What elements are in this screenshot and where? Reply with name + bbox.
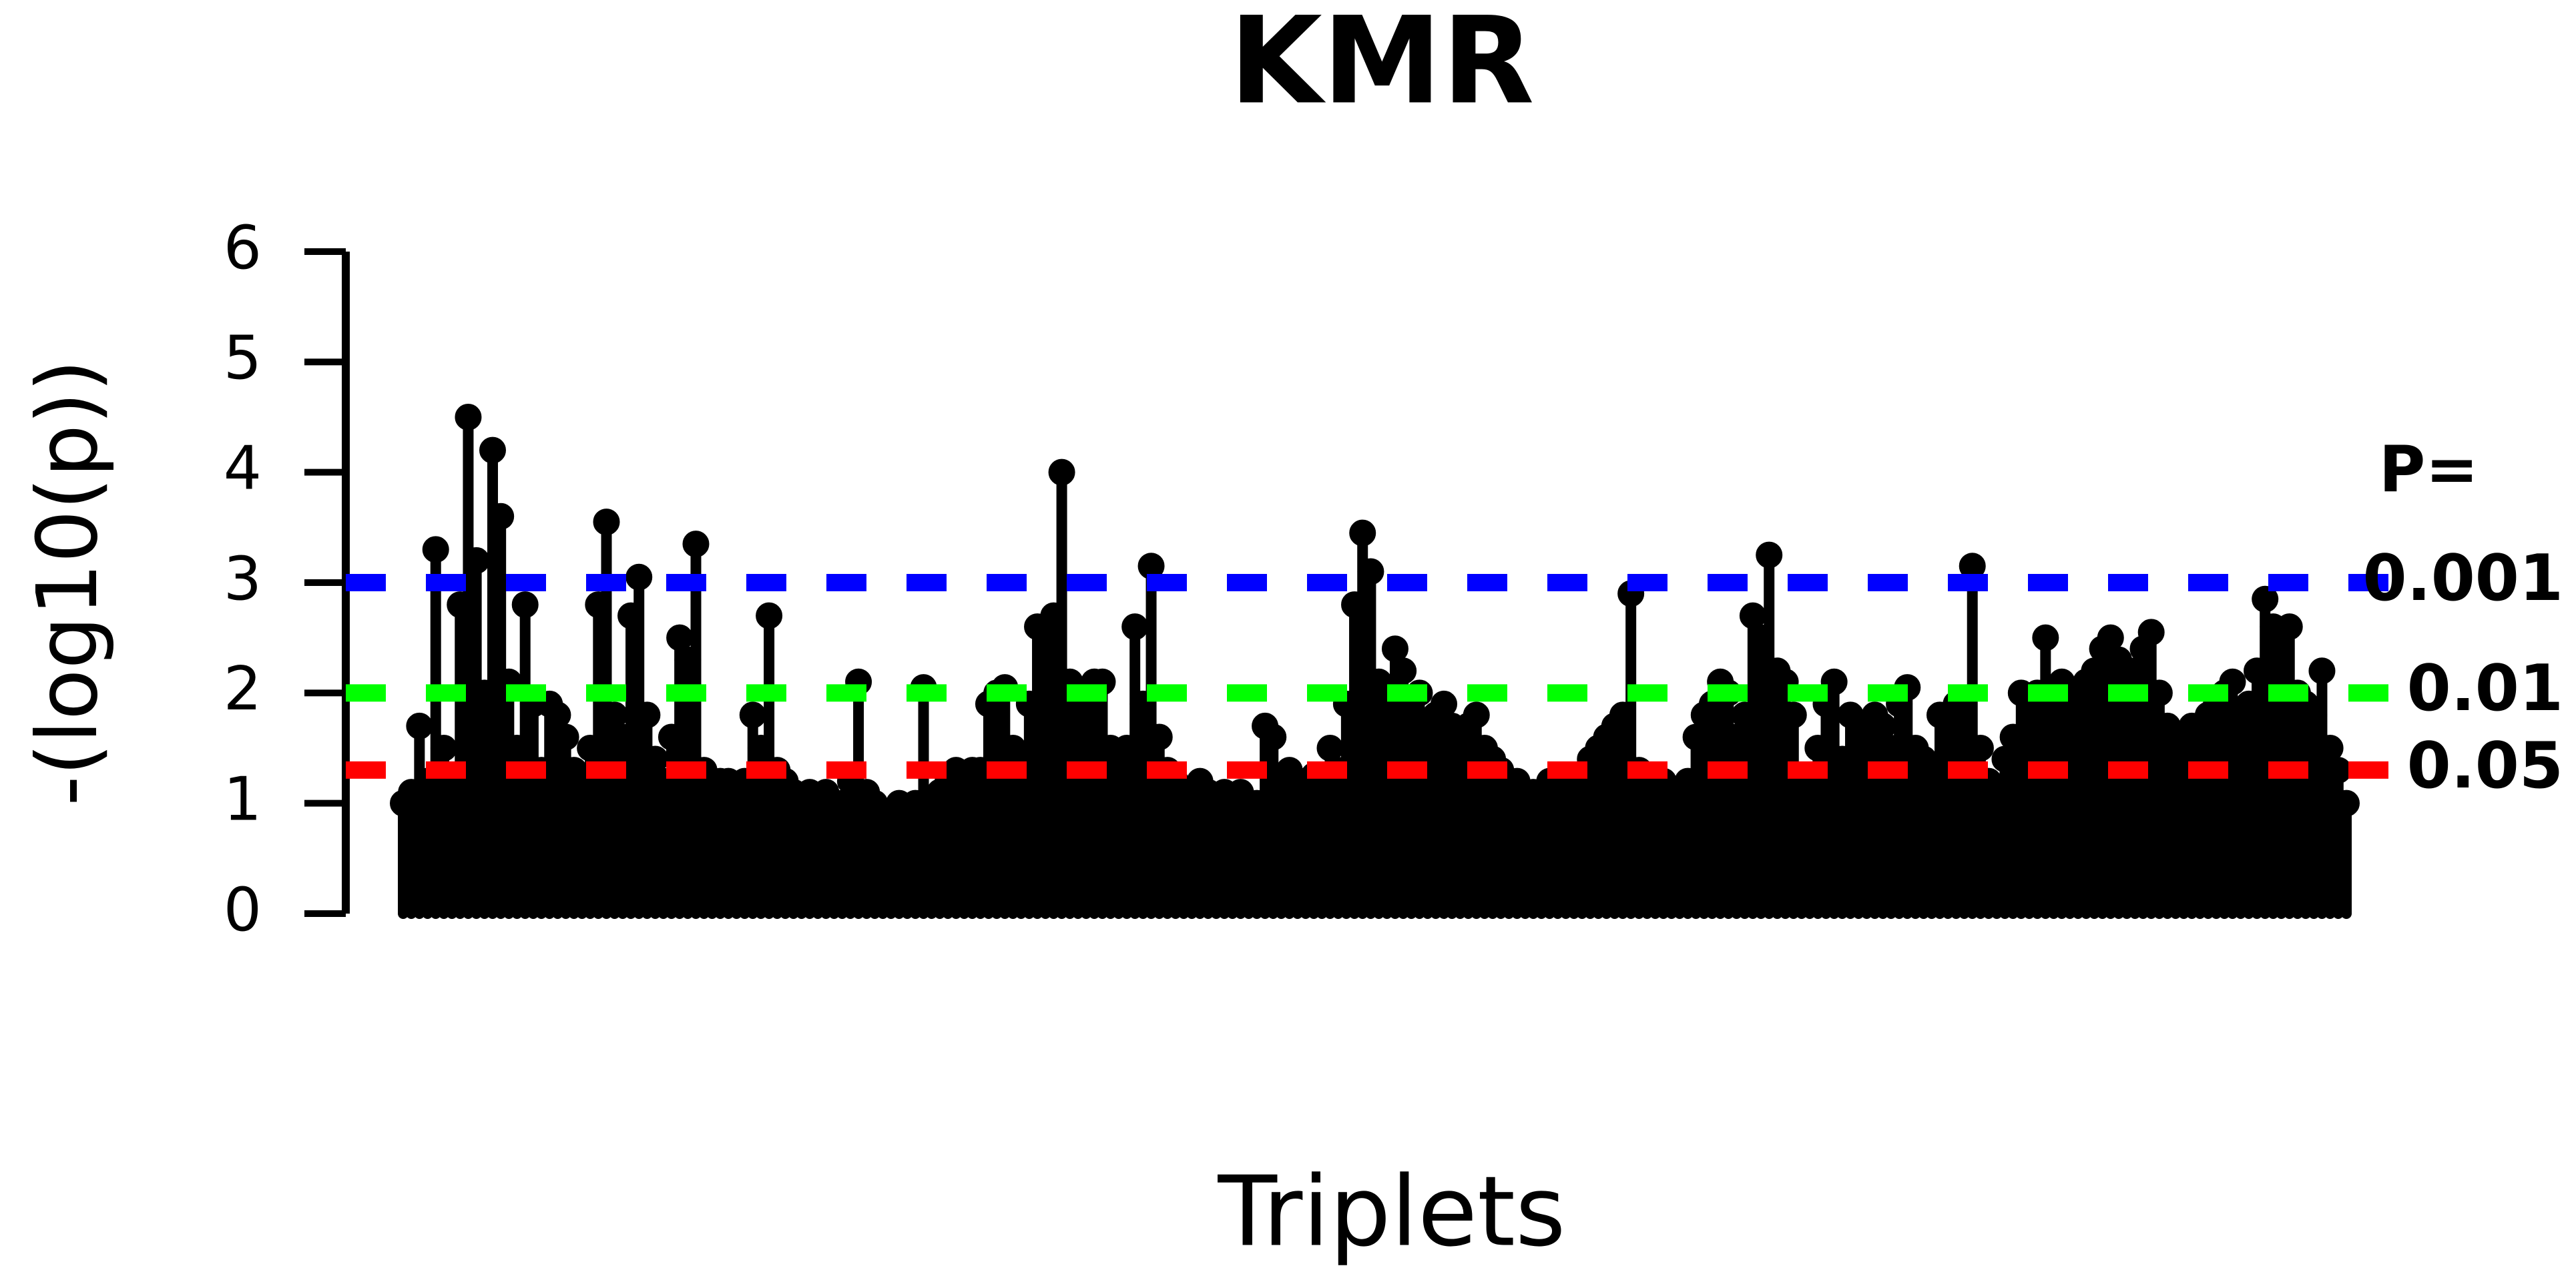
point [1820, 668, 1848, 695]
point [666, 624, 694, 651]
point [756, 602, 783, 629]
y-tick-label: 3 [224, 544, 262, 614]
point [544, 701, 571, 729]
point [625, 563, 653, 591]
point [1357, 558, 1384, 585]
y-axis-label: -(log10(p)) [19, 359, 116, 806]
y-tick-label: 1 [224, 765, 262, 835]
point [1316, 735, 1344, 761]
point [455, 404, 482, 430]
point [1145, 723, 1173, 751]
point [682, 531, 710, 558]
point [593, 509, 620, 536]
y-tick-label: 2 [224, 654, 262, 724]
point [2276, 613, 2303, 641]
y-tick-label: 5 [224, 323, 262, 393]
point [511, 591, 539, 619]
point [430, 735, 457, 761]
point [1390, 657, 1417, 685]
point [1349, 519, 1376, 547]
point [2324, 757, 2352, 784]
point [1869, 712, 1896, 739]
y-tick-label: 4 [224, 434, 262, 504]
point [1048, 458, 1075, 486]
point [1739, 602, 1766, 629]
point [422, 536, 449, 563]
point [633, 701, 661, 729]
threshold-label: 0.01 [2407, 652, 2563, 725]
chart-title: KMR [1229, 0, 1534, 131]
point [552, 723, 579, 751]
point [2316, 735, 2344, 761]
point [463, 547, 490, 574]
point [2333, 789, 2360, 817]
point [1260, 723, 1287, 751]
threshold-label: 0.05 [2407, 729, 2563, 803]
point [2032, 624, 2059, 651]
point [2308, 657, 2336, 685]
point [2252, 585, 2279, 613]
point [1967, 735, 1994, 761]
point [1463, 701, 1490, 729]
threshold-title: P= [2379, 433, 2479, 507]
point [1381, 635, 1408, 663]
point [601, 701, 628, 729]
point [1756, 541, 1783, 569]
threshold-label: 0.001 [2363, 542, 2564, 615]
point [2097, 624, 2124, 651]
point [2145, 679, 2173, 707]
point [487, 503, 515, 530]
point [2137, 619, 2165, 646]
point [479, 436, 506, 464]
y-tick-label: 0 [224, 875, 262, 945]
point [1780, 701, 1807, 729]
point [641, 745, 669, 773]
x-axis-label: Triplets [1217, 1156, 1565, 1269]
point [406, 712, 433, 739]
point [1431, 690, 1458, 717]
point [1121, 613, 1149, 641]
y-tick-label: 6 [224, 213, 262, 283]
point [739, 701, 766, 729]
